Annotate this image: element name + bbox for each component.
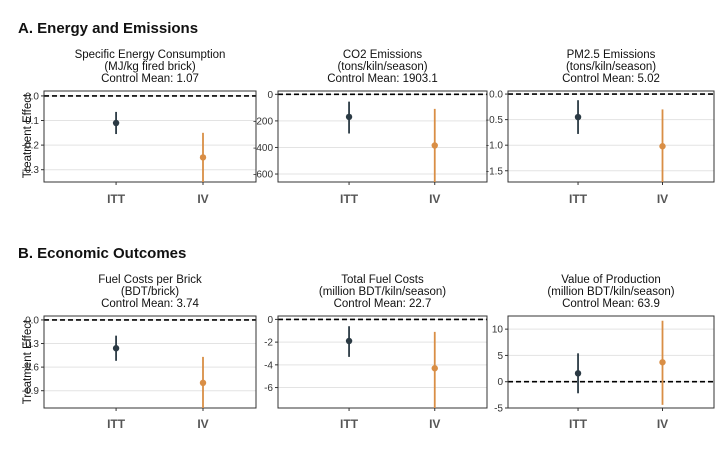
panel-title-line: Total Fuel Costs (341, 274, 424, 286)
y-tick-label: -4 (264, 360, 273, 371)
panel-title-line: Control Mean: 22.7 (334, 298, 432, 310)
section-a-title: A. Energy and Emissions (18, 20, 198, 37)
panels: Specific Energy Consumption(MJ/kg fired … (22, 49, 715, 431)
y-tick-label: -6 (264, 383, 273, 394)
y-tick-label: -1.0 (486, 141, 504, 152)
section-b-title: B. Economic Outcomes (18, 245, 186, 262)
panel-title-line: (tons/kiln/season) (337, 61, 427, 73)
y-tick-label: -400 (253, 143, 273, 154)
panel-frame (43, 315, 257, 409)
panel-title-line: Control Mean: 1.07 (101, 73, 199, 85)
iv-category-label: IV (197, 417, 208, 431)
iv-category-label: IV (429, 417, 440, 431)
panel-frame (277, 90, 488, 183)
y-tick-label: -0.5 (486, 115, 504, 126)
panel-frame (507, 90, 715, 183)
panel-2: CO2 Emissions(tons/kiln/season)Control M… (253, 49, 488, 206)
y-tick-label: 0 (267, 315, 273, 326)
y-tick-label: 0.0 (25, 315, 39, 326)
y-tick-label: -0.2 (22, 141, 40, 152)
y-tick-label: 0 (497, 377, 503, 388)
itt-category-label: ITT (107, 417, 126, 431)
panel-title-line: (million BDT/kiln/season) (319, 286, 446, 298)
panel-title-line: Control Mean: 5.02 (562, 73, 660, 85)
itt-category-label: ITT (107, 192, 126, 206)
y-tick-label: 0.0 (25, 91, 39, 102)
section-a-y-axis-title: Treatment Effect (22, 93, 34, 178)
y-tick-label: 0 (267, 90, 273, 101)
itt-estimate-point (112, 345, 120, 352)
section-b-y-axis-title: Treatment Effect (22, 319, 34, 404)
panel-title-line: (million BDT/kiln/season) (547, 286, 674, 298)
panel-title-line: Control Mean: 63.9 (562, 298, 660, 310)
y-tick-label: -0.6 (22, 363, 40, 374)
iv-estimate-point (199, 154, 207, 161)
itt-category-label: ITT (340, 417, 359, 431)
panel-title-line: Control Mean: 1903.1 (327, 73, 438, 85)
iv-estimate-point (431, 142, 438, 149)
itt-category-label: ITT (569, 417, 588, 431)
panel-title-line: (MJ/kg fired brick) (104, 61, 196, 73)
y-tick-label: -0.9 (22, 386, 40, 397)
iv-category-label: IV (657, 192, 668, 206)
y-tick-label: -600 (253, 170, 273, 181)
iv-estimate-point (659, 359, 666, 366)
itt-estimate-point (574, 370, 582, 377)
panel-frame (43, 90, 257, 183)
itt-category-label: ITT (569, 192, 588, 206)
y-tick-label: 10 (492, 325, 504, 336)
iv-category-label: IV (197, 192, 208, 206)
panel-frame (507, 315, 715, 409)
iv-estimate-point (199, 379, 207, 387)
itt-category-label: ITT (340, 192, 359, 206)
y-tick-label: 0.0 (489, 90, 503, 101)
y-tick-label: -0.3 (22, 339, 40, 350)
panel-title-line: Control Mean: 3.74 (101, 298, 199, 310)
panel-title-line: CO2 Emissions (343, 49, 422, 61)
itt-estimate-point (345, 113, 353, 121)
panel-title-line: (BDT/brick) (121, 286, 179, 298)
y-tick-label: -200 (253, 116, 273, 127)
panel-title-line: Fuel Costs per Brick (98, 274, 202, 286)
iv-estimate-point (659, 143, 666, 150)
y-tick-label: -1.5 (486, 166, 504, 177)
iv-category-label: IV (429, 192, 440, 206)
iv-category-label: IV (657, 417, 668, 431)
y-tick-label: -2 (264, 338, 273, 349)
panel-1: Specific Energy Consumption(MJ/kg fired … (22, 49, 257, 206)
panel-3: PM2.5 Emissions(tons/kiln/season)Control… (486, 49, 715, 206)
panel-title-line: (tons/kiln/season) (566, 61, 656, 73)
itt-estimate-point (345, 337, 353, 345)
y-tick-label: -0.1 (22, 116, 40, 127)
panel-6: Value of Production(million BDT/kiln/sea… (492, 274, 715, 431)
panel-title-line: Value of Production (561, 274, 661, 286)
y-tick-label: -0.3 (22, 165, 40, 176)
panel-title-line: PM2.5 Emissions (567, 49, 656, 61)
itt-estimate-point (574, 113, 582, 121)
y-tick-label: 5 (497, 351, 503, 362)
panel-title-line: Specific Energy Consumption (75, 49, 226, 61)
iv-estimate-point (431, 365, 438, 372)
panel-5: Total Fuel Costs(million BDT/kiln/season… (264, 274, 488, 431)
itt-estimate-point (112, 119, 120, 127)
panel-frame (277, 315, 488, 409)
panel-4: Fuel Costs per Brick(BDT/brick)Control M… (22, 274, 257, 431)
y-tick-label: -5 (494, 404, 503, 415)
